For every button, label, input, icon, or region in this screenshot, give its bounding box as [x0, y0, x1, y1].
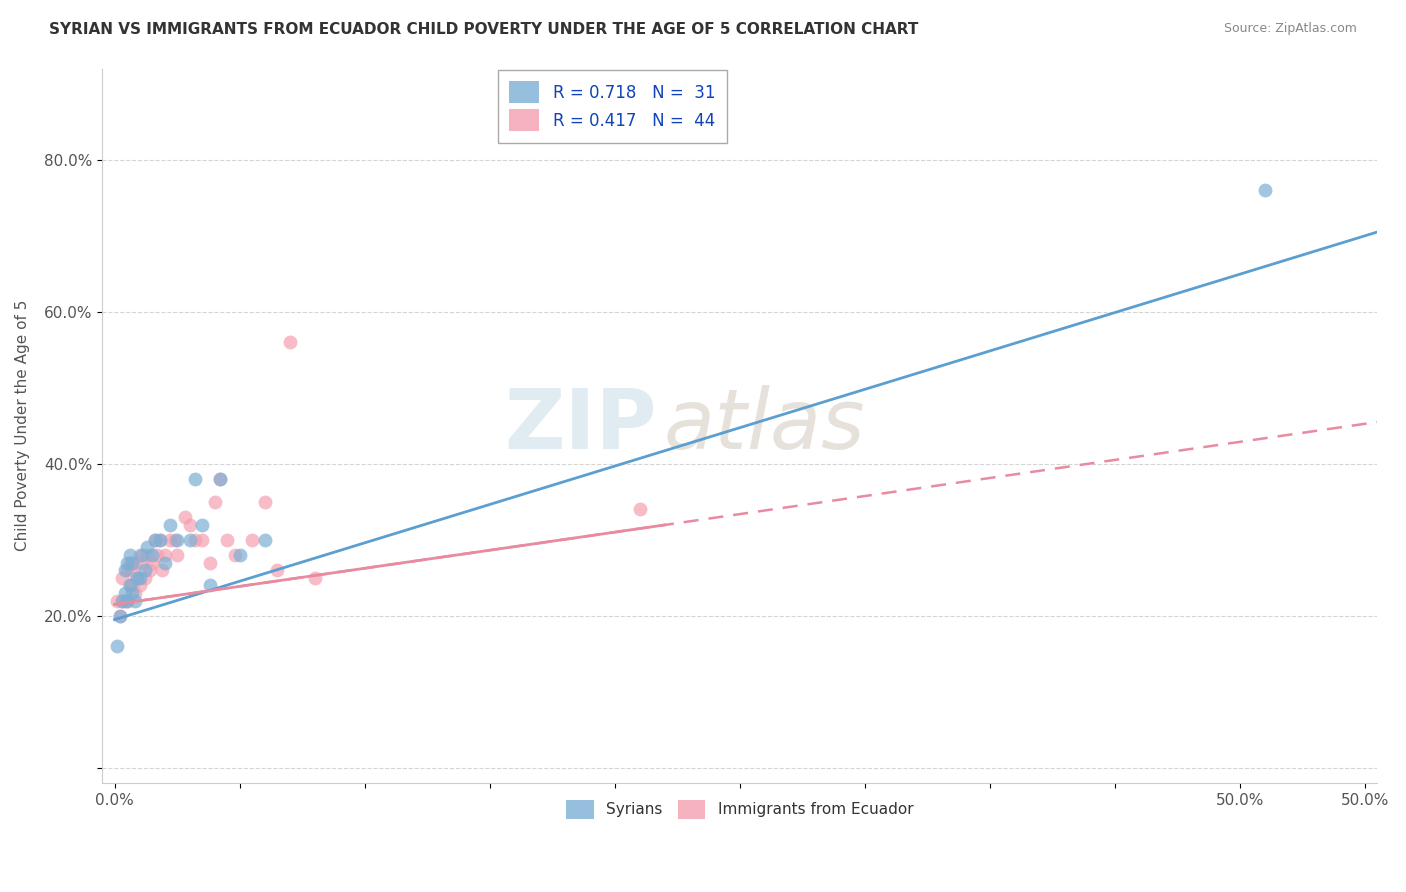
Point — [278, 335, 301, 350]
Point — [115, 593, 138, 607]
Point — [153, 556, 176, 570]
Point — [121, 586, 143, 600]
Point — [149, 533, 172, 547]
Point — [224, 548, 246, 562]
Point — [114, 586, 136, 600]
Point — [183, 533, 205, 547]
Point — [124, 556, 146, 570]
Point — [217, 533, 239, 547]
Point — [266, 563, 288, 577]
Point — [108, 608, 131, 623]
Point — [159, 517, 181, 532]
Point — [124, 593, 146, 607]
Point — [163, 533, 186, 547]
Point — [141, 556, 163, 570]
Point — [183, 472, 205, 486]
Point — [105, 639, 128, 653]
Point — [304, 571, 326, 585]
Point — [628, 502, 651, 516]
Text: SYRIAN VS IMMIGRANTS FROM ECUADOR CHILD POVERTY UNDER THE AGE OF 5 CORRELATION C: SYRIAN VS IMMIGRANTS FROM ECUADOR CHILD … — [49, 22, 918, 37]
Point — [118, 578, 141, 592]
Point — [141, 548, 163, 562]
Y-axis label: Child Poverty Under the Age of 5: Child Poverty Under the Age of 5 — [15, 300, 30, 551]
Point — [198, 578, 221, 592]
Point — [111, 593, 134, 607]
Text: Source: ZipAtlas.com: Source: ZipAtlas.com — [1223, 22, 1357, 36]
Legend: Syrians, Immigrants from Ecuador: Syrians, Immigrants from Ecuador — [561, 794, 920, 825]
Point — [191, 517, 214, 532]
Point — [146, 548, 169, 562]
Point — [191, 533, 214, 547]
Point — [115, 556, 138, 570]
Point — [118, 556, 141, 570]
Point — [121, 556, 143, 570]
Point — [131, 556, 153, 570]
Point — [143, 533, 166, 547]
Point — [253, 495, 276, 509]
Point — [179, 517, 201, 532]
Point — [153, 548, 176, 562]
Point — [131, 548, 153, 562]
Point — [1254, 183, 1277, 197]
Point — [108, 608, 131, 623]
Point — [143, 533, 166, 547]
Point — [240, 533, 263, 547]
Point — [138, 563, 160, 577]
Point — [124, 586, 146, 600]
Point — [228, 548, 250, 562]
Point — [173, 510, 195, 524]
Point — [150, 563, 173, 577]
Point — [149, 533, 172, 547]
Point — [198, 556, 221, 570]
Point — [118, 548, 141, 562]
Point — [127, 571, 149, 585]
Point — [115, 563, 138, 577]
Point — [208, 472, 231, 486]
Point — [121, 578, 143, 592]
Point — [136, 541, 159, 555]
Point — [134, 571, 156, 585]
Point — [111, 593, 134, 607]
Point — [127, 571, 149, 585]
Point — [204, 495, 226, 509]
Text: atlas: atlas — [664, 385, 865, 467]
Point — [128, 571, 150, 585]
Point — [121, 563, 143, 577]
Point — [159, 533, 181, 547]
Point — [128, 548, 150, 562]
Point — [114, 563, 136, 577]
Point — [253, 533, 276, 547]
Point — [128, 578, 150, 592]
Point — [179, 533, 201, 547]
Point — [136, 548, 159, 562]
Point — [134, 563, 156, 577]
Point — [166, 548, 188, 562]
Point — [208, 472, 231, 486]
Point — [111, 571, 134, 585]
Point — [166, 533, 188, 547]
Point — [105, 593, 128, 607]
Point — [118, 578, 141, 592]
Point — [114, 593, 136, 607]
Text: ZIP: ZIP — [505, 385, 657, 467]
Point — [115, 593, 138, 607]
